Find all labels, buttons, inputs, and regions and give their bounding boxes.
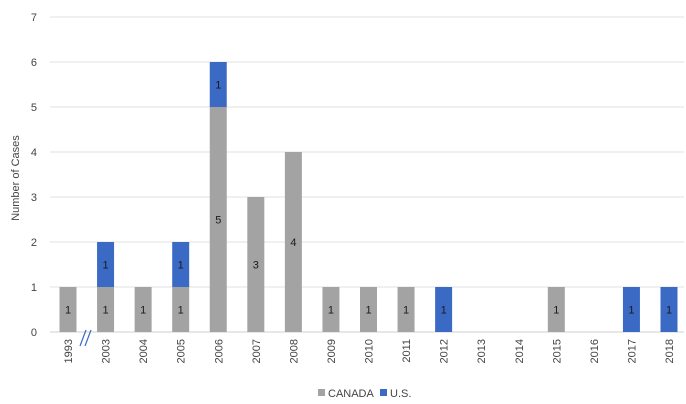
bar-segment bbox=[360, 287, 377, 332]
data-label: 1 bbox=[178, 305, 184, 317]
x-tick-label: 2016 bbox=[589, 339, 601, 363]
bar-segment bbox=[134, 287, 152, 332]
data-label: 4 bbox=[290, 237, 296, 249]
x-tick-label: 2004 bbox=[138, 339, 150, 363]
x-tick-label: 2008 bbox=[288, 339, 300, 363]
y-tick-label: 6 bbox=[31, 57, 37, 69]
bar-segment bbox=[97, 242, 115, 287]
data-label: 3 bbox=[253, 260, 259, 272]
legend-swatch bbox=[380, 389, 387, 396]
y-tick-label: 7 bbox=[31, 12, 37, 24]
bar-segment bbox=[547, 287, 565, 332]
bar-segment bbox=[284, 152, 302, 332]
gridlines bbox=[50, 16, 684, 333]
x-tick-label: 2009 bbox=[326, 339, 338, 363]
bar-segment bbox=[322, 287, 340, 332]
data-label: 1 bbox=[140, 305, 146, 317]
x-tick-label: 2006 bbox=[213, 339, 225, 363]
y-axis-label: Number of Cases bbox=[10, 135, 22, 221]
data-label: 1 bbox=[365, 305, 371, 317]
x-tick-label: 2018 bbox=[664, 339, 676, 363]
bar-segment bbox=[97, 287, 115, 332]
y-tick-label: 5 bbox=[31, 102, 37, 114]
bars: 1 1 1 1 1 1 5 1 3 4 1 1 1 1 1 1 1 bbox=[59, 62, 678, 332]
data-label: 5 bbox=[215, 215, 221, 227]
x-tick-label: 2013 bbox=[476, 339, 488, 363]
data-label: 1 bbox=[628, 305, 634, 317]
bar-segment bbox=[660, 287, 678, 332]
bar-segment bbox=[172, 287, 190, 332]
x-tick-label: 2011 bbox=[401, 339, 413, 363]
bar-segment bbox=[209, 107, 227, 332]
bar-segment bbox=[247, 197, 265, 332]
x-tick-label: 2014 bbox=[514, 339, 526, 363]
data-label: 1 bbox=[441, 305, 447, 317]
bar-segment bbox=[435, 287, 453, 332]
data-label: 1 bbox=[403, 305, 409, 317]
x-tick-label: 1993 bbox=[63, 339, 75, 363]
y-tick-label: 0 bbox=[31, 327, 37, 339]
x-tick-label: 2010 bbox=[364, 339, 376, 363]
legend: CANADA U.S. bbox=[318, 388, 411, 400]
x-tick-label: 2017 bbox=[626, 339, 638, 363]
data-label: 1 bbox=[328, 305, 334, 317]
bar-segment bbox=[622, 287, 640, 332]
y-tick-label: 3 bbox=[31, 192, 37, 204]
x-axis-ticks: 1993 2003 2004 2005 2006 2007 2008 2009 2010 2011… bbox=[63, 339, 676, 363]
x-tick-label: 2007 bbox=[251, 339, 263, 363]
data-label: 1 bbox=[215, 80, 221, 92]
y-tick-label: 4 bbox=[31, 147, 37, 159]
x-tick-label: 2015 bbox=[551, 339, 563, 363]
data-label: 1 bbox=[103, 260, 109, 272]
data-label: 1 bbox=[666, 305, 672, 317]
legend-swatch bbox=[318, 389, 325, 396]
legend-label: U.S. bbox=[390, 388, 411, 400]
data-label: 1 bbox=[65, 305, 71, 317]
data-label: 1 bbox=[553, 305, 559, 317]
data-label: 1 bbox=[103, 305, 109, 317]
bar-segment bbox=[59, 287, 77, 332]
x-tick-label: 2005 bbox=[176, 339, 188, 363]
bar-segment bbox=[172, 242, 190, 287]
bar-segment bbox=[397, 287, 415, 332]
y-tick-label: 1 bbox=[31, 282, 37, 294]
y-tick-label: 2 bbox=[31, 237, 37, 249]
x-tick-label: 2003 bbox=[101, 339, 113, 363]
bar-segment bbox=[209, 62, 227, 107]
legend-label: CANADA bbox=[328, 388, 375, 400]
data-label: 1 bbox=[178, 260, 184, 272]
axis-break-icon bbox=[79, 329, 92, 347]
x-tick-label: 2012 bbox=[439, 339, 451, 363]
y-axis-ticks: 0 1 2 3 4 5 6 7 bbox=[31, 12, 37, 339]
